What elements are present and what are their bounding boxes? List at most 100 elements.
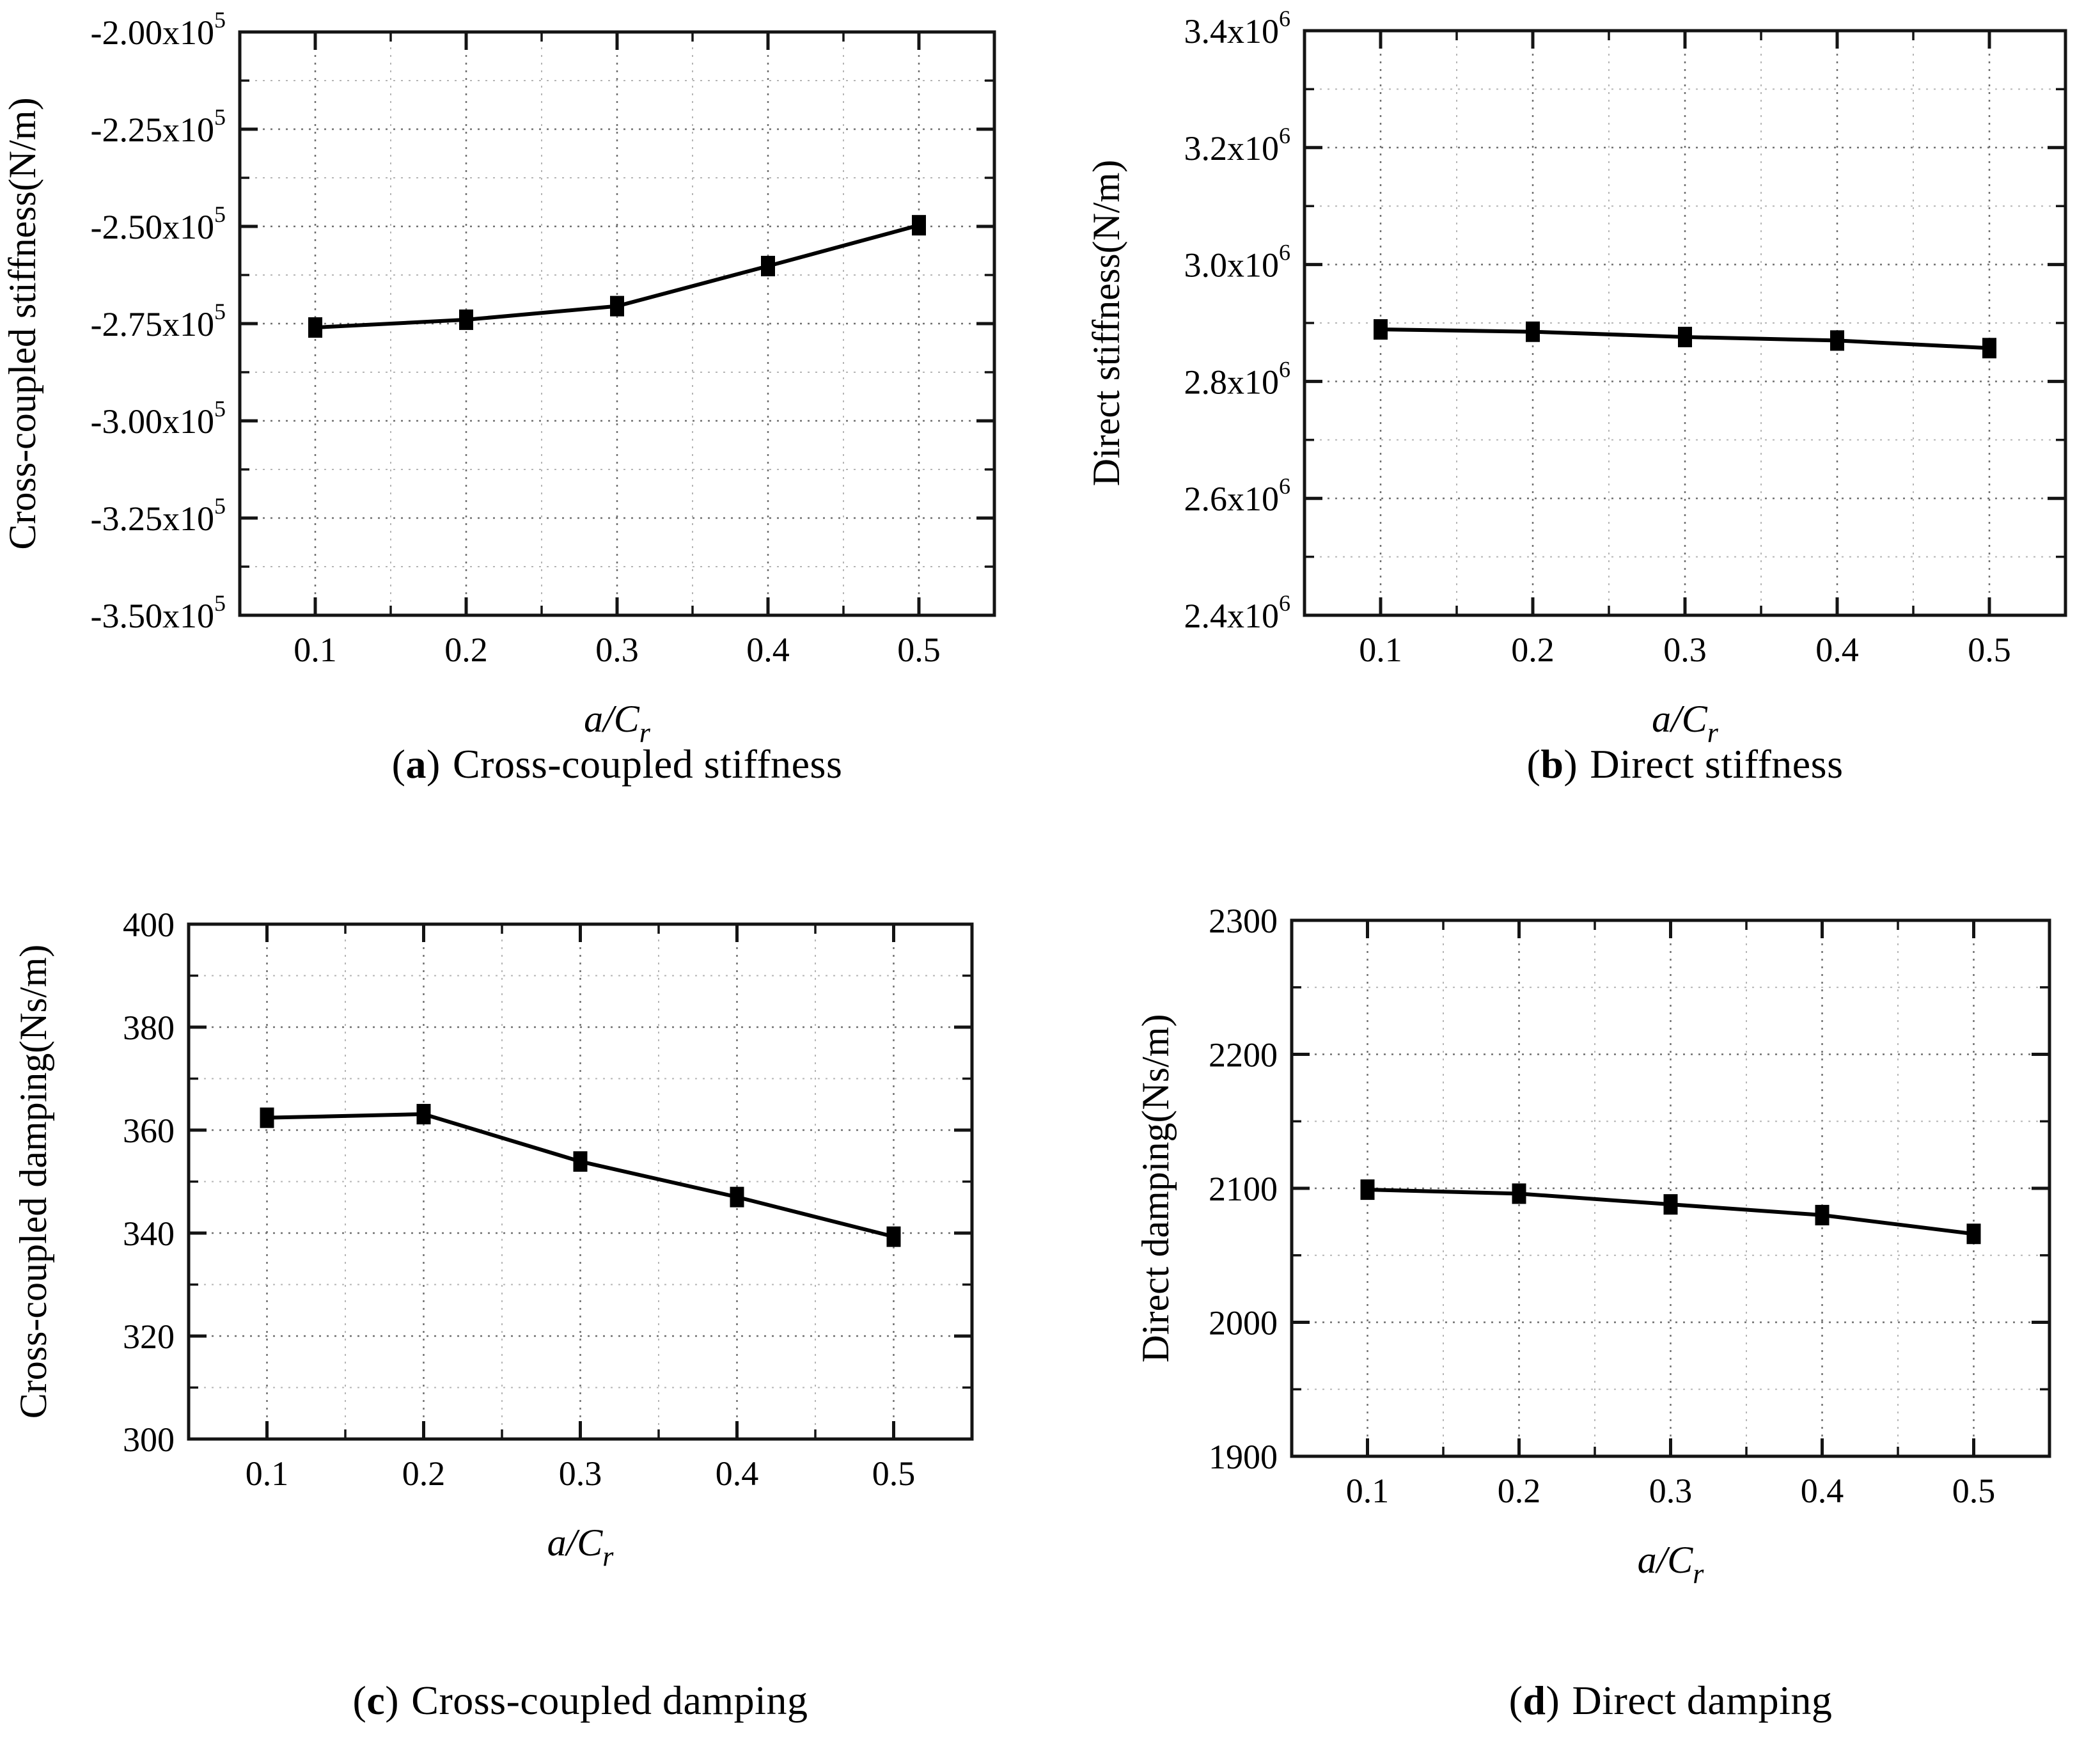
data-point <box>730 1186 744 1207</box>
y-tick-label: -2.00x105 <box>91 7 226 52</box>
x-tick-label: 0.4 <box>746 631 790 669</box>
caption-c: (c) Cross-coupled damping <box>353 1677 808 1724</box>
data-point <box>573 1151 588 1172</box>
x-tick-label: 0.5 <box>1952 1472 1996 1510</box>
x-tick-label: 0.2 <box>1511 631 1555 669</box>
x-tick-label: 0.2 <box>1498 1472 1541 1510</box>
caption-text: Direct damping <box>1572 1678 1833 1723</box>
caption-paren-close: ) <box>385 1678 400 1723</box>
y-tick-label: 380 <box>123 1009 175 1047</box>
x-tick-label: 0.1 <box>294 631 337 669</box>
data-point <box>1678 326 1692 347</box>
chart-direct-stiffness: 0.1 0.2 0.3 0.4 0.5 3.4x106 3.2x106 3.0x106 2.8x… <box>1085 6 2067 748</box>
x-axis-title: a/Cr <box>1652 698 1719 748</box>
caption-letter: a <box>405 741 427 787</box>
x-axis-title: a/Cr <box>547 1522 615 1572</box>
x-tick-label: 0.3 <box>1649 1472 1693 1510</box>
x-tick-label: 0.3 <box>1663 631 1707 669</box>
y-tick-label: 360 <box>123 1112 175 1150</box>
plot-frame <box>187 922 974 1441</box>
x-tick-label: 0.3 <box>559 1454 602 1493</box>
caption-paren-open: ( <box>1508 1678 1523 1723</box>
y-tick-label: 400 <box>123 906 175 944</box>
data-point <box>1830 330 1844 351</box>
data-point <box>1815 1204 1830 1225</box>
caption-paren-close: ) <box>1546 1678 1560 1723</box>
plot-frame <box>1303 29 2067 617</box>
plot-frame <box>238 30 996 617</box>
panel-direct-stiffness: 0.1 0.2 0.3 0.4 0.5 3.4x106 3.2x106 3.0x106 2.8x… <box>1050 0 2100 881</box>
x-tick-label: 0.1 <box>1359 631 1402 669</box>
data-point <box>1966 1223 1981 1245</box>
data-point <box>886 1226 901 1247</box>
data-point <box>308 317 322 338</box>
plot-frame <box>1290 918 2051 1458</box>
y-tick-label: 340 <box>123 1215 175 1253</box>
data-point <box>1512 1183 1526 1204</box>
data-point <box>1374 319 1388 340</box>
data-point <box>1663 1194 1678 1215</box>
y-axis-title: Cross-coupled stiffness(N/m) <box>1 97 43 549</box>
y-tick-label: 2.4x106 <box>1184 590 1291 635</box>
caption-paren-open: ( <box>1526 741 1541 787</box>
x-tick-label: 0.5 <box>1968 631 2011 669</box>
y-tick-label: -3.00x105 <box>91 396 226 441</box>
panel-direct-damping: 0.1 0.2 0.3 0.4 0.5 2300 2200 2100 2000 1900 a/Cr D… <box>1050 881 2100 1761</box>
x-axis-title: a/Cr <box>1638 1539 1705 1589</box>
data-point <box>260 1107 274 1128</box>
caption-paren-open: ( <box>352 1678 367 1723</box>
caption-paren-open: ( <box>391 741 406 787</box>
data-point <box>1982 338 1996 359</box>
caption-text: Cross-coupled damping <box>411 1678 808 1723</box>
y-tick-label: -2.75x105 <box>91 299 226 343</box>
y-tick-label: 2.8x106 <box>1184 356 1291 401</box>
chart-cross-coupled-stiffness: 0.1 0.2 0.3 0.4 0.5 -2.00x105 -2.25x105 -2.50x1… <box>1 7 996 748</box>
caption-text: Cross-coupled stiffness <box>452 741 843 787</box>
caption-d: (d) Direct damping <box>1509 1677 1833 1724</box>
y-tick-label: 2100 <box>1209 1170 1278 1208</box>
caption-text: Direct stiffness <box>1590 741 1844 787</box>
data-point <box>912 215 926 236</box>
y-tick-label: 300 <box>123 1420 175 1459</box>
data-point <box>1360 1179 1375 1200</box>
y-tick-label: 2.6x106 <box>1184 473 1291 518</box>
data-point <box>1526 321 1540 342</box>
y-axis-title: Direct stiffness(N/m) <box>1085 160 1127 486</box>
data-point <box>459 309 473 330</box>
x-tick-label: 0.2 <box>402 1454 446 1493</box>
x-axis-title: a/Cr <box>584 698 651 748</box>
caption-letter: b <box>1540 741 1564 787</box>
y-tick-label: -3.50x105 <box>91 590 226 635</box>
x-tick-label: 0.4 <box>1801 1472 1844 1510</box>
caption-paren-close: ) <box>426 741 441 787</box>
x-tick-label: 0.1 <box>1346 1472 1390 1510</box>
panel-cross-coupled-stiffness: 0.1 0.2 0.3 0.4 0.5 -2.00x105 -2.25x105 -2.50x1… <box>0 0 1050 881</box>
y-tick-label: 2000 <box>1209 1304 1278 1342</box>
x-tick-label: 0.1 <box>246 1454 289 1493</box>
y-axis-title: Direct damping(Ns/m) <box>1134 1014 1177 1363</box>
data-point <box>610 295 624 317</box>
chart-direct-damping: 0.1 0.2 0.3 0.4 0.5 2300 2200 2100 2000 1900 a/Cr D… <box>1134 902 2051 1589</box>
y-tick-label: 3.0x106 <box>1184 240 1291 285</box>
caption-letter: c <box>366 1678 386 1723</box>
data-point <box>416 1104 431 1125</box>
data-point <box>761 256 775 277</box>
caption-b: (b) Direct stiffness <box>1527 741 1844 788</box>
x-tick-label: 0.3 <box>595 631 639 669</box>
caption-letter: d <box>1523 1678 1546 1723</box>
panel-cross-coupled-damping: 0.1 0.2 0.3 0.4 0.5 400 380 360 340 320 300 a/Cr Cro… <box>0 881 1050 1761</box>
caption-paren-close: ) <box>1563 741 1578 787</box>
y-tick-label: 3.4x106 <box>1184 6 1291 51</box>
y-tick-label: -2.25x105 <box>91 104 226 149</box>
x-tick-label: 0.2 <box>444 631 488 669</box>
y-tick-label: -3.25x105 <box>91 493 226 538</box>
x-tick-label: 0.4 <box>1815 631 1859 669</box>
x-tick-label: 0.5 <box>897 631 941 669</box>
caption-a: (a) Cross-coupled stiffness <box>392 741 843 788</box>
y-tick-label: 3.2x106 <box>1184 123 1291 168</box>
y-tick-label: 320 <box>123 1318 175 1356</box>
y-tick-label: -2.50x105 <box>91 201 226 246</box>
y-tick-label: 2300 <box>1209 902 1278 940</box>
chart-cross-coupled-damping: 0.1 0.2 0.3 0.4 0.5 400 380 360 340 320 300 a/Cr Cro… <box>12 906 974 1572</box>
